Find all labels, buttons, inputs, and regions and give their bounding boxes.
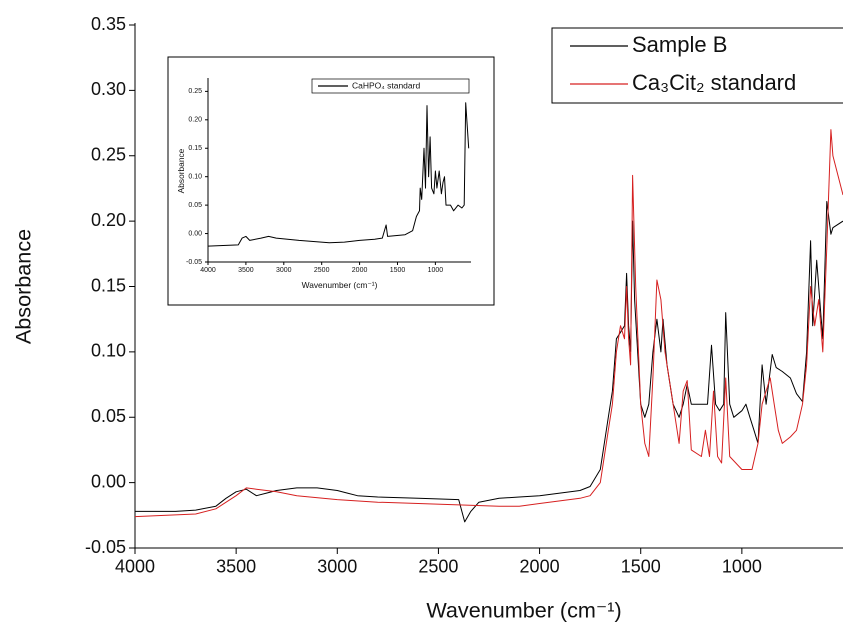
x-axis-label: Wavenumber (cm⁻¹) <box>302 280 378 290</box>
y-tick-label: -0.05 <box>186 259 202 266</box>
series-line <box>135 201 843 523</box>
legend-box <box>311 78 470 94</box>
y-tick-label: 0.05 <box>188 202 202 209</box>
y-axis-label: Absorbance <box>176 148 186 193</box>
y-tick-label: 0.15 <box>188 145 202 152</box>
series-line <box>208 102 470 247</box>
y-tick-label: 0.25 <box>188 88 202 95</box>
x-tick-label: 4000 <box>200 267 216 274</box>
x-axis-label: Wavenumber (cm⁻¹) <box>426 598 621 623</box>
y-tick-label: -0.05 <box>85 537 126 557</box>
y-tick-label: 0.25 <box>91 145 126 165</box>
y-tick-label: 0.05 <box>91 406 126 426</box>
x-tick-label: 2000 <box>520 556 560 576</box>
x-tick-label: 2500 <box>314 267 330 274</box>
y-tick-label: 0.20 <box>188 117 202 124</box>
x-tick-label: 3000 <box>317 556 357 576</box>
y-tick-label: 0.35 <box>91 14 126 34</box>
series-line <box>135 129 843 518</box>
x-tick-label: 1500 <box>390 267 406 274</box>
x-tick-label: 3000 <box>276 267 292 274</box>
y-tick-label: 0.10 <box>91 341 126 361</box>
y-tick-label: 0.30 <box>91 79 126 99</box>
x-tick-label: 4000 <box>115 556 155 576</box>
x-tick-label: 1000 <box>722 556 762 576</box>
legend-label: CaHPO₄ standard <box>352 80 420 90</box>
plot-area <box>208 102 470 247</box>
x-tick-label: 3500 <box>216 556 256 576</box>
y-tick-label: 0.00 <box>91 471 126 491</box>
x-tick-label: 1500 <box>621 556 661 576</box>
y-tick-label: 0.20 <box>91 210 126 230</box>
legend-label: Sample B <box>632 32 727 57</box>
x-tick-label: 1000 <box>428 267 444 274</box>
y-tick-label: 0.15 <box>91 275 126 295</box>
legend-box <box>551 27 843 104</box>
y-axis-label: Absorbance <box>11 229 36 344</box>
y-tick-label: 0.10 <box>188 174 202 181</box>
legend-label: Ca₃Cit₂ standard <box>632 70 796 95</box>
plot-area <box>135 129 843 523</box>
x-tick-label: 2000 <box>352 267 368 274</box>
x-tick-label: 2500 <box>418 556 458 576</box>
x-tick-label: 3500 <box>238 267 254 274</box>
y-tick-label: 0.00 <box>188 230 202 237</box>
